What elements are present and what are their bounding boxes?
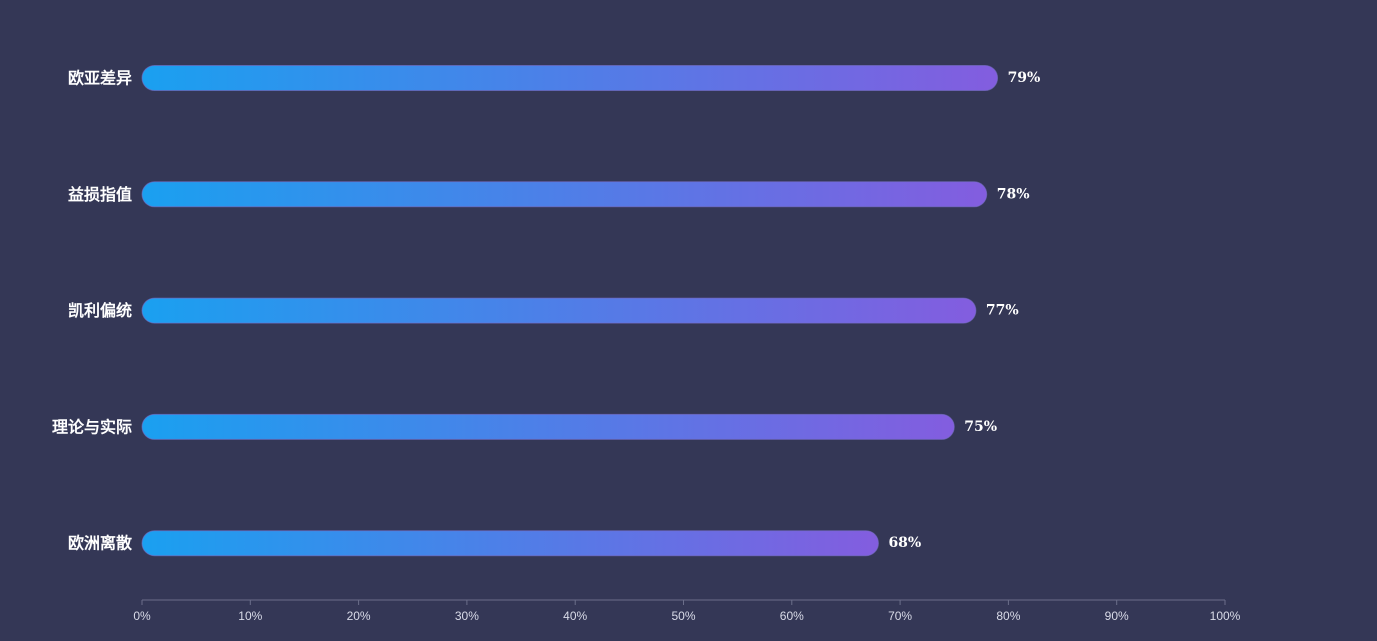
x-tick-label: 20% bbox=[347, 609, 371, 623]
x-tick-label: 80% bbox=[996, 609, 1020, 623]
bar-row: 欧亚差异 79% bbox=[68, 65, 1041, 91]
category-label: 凯利偏统 bbox=[68, 301, 132, 320]
x-tick-label: 100% bbox=[1210, 609, 1241, 623]
bars-layer: 欧亚差异 79% 益损指值 78% 凯利偏统 77% 理论与实际 75% 欧洲离散 68% bbox=[52, 65, 1041, 557]
bar bbox=[141, 65, 999, 91]
category-label: 欧亚差异 bbox=[68, 69, 132, 88]
x-tick-label: 30% bbox=[455, 609, 479, 623]
bar-row: 益损指值 78% bbox=[68, 181, 1030, 208]
x-tick-label: 70% bbox=[888, 609, 912, 623]
bar bbox=[141, 413, 955, 440]
x-tick-label: 60% bbox=[780, 609, 804, 623]
category-label: 理论与实际 bbox=[52, 417, 132, 436]
category-label: 益损指值 bbox=[68, 185, 132, 204]
bar bbox=[141, 181, 988, 208]
bar-row: 凯利偏统 77% bbox=[68, 297, 1019, 324]
bar-row: 欧洲离散 68% bbox=[68, 530, 921, 557]
category-label: 欧洲离散 bbox=[68, 534, 133, 553]
x-tick-label: 10% bbox=[238, 609, 262, 623]
bar bbox=[141, 530, 879, 557]
x-tick-label: 90% bbox=[1105, 609, 1129, 623]
bar bbox=[141, 297, 977, 324]
value-label: 68% bbox=[888, 535, 921, 551]
x-tick-label: 50% bbox=[671, 609, 695, 623]
value-label: 75% bbox=[964, 419, 997, 435]
bar-row: 理论与实际 75% bbox=[52, 413, 997, 440]
value-label: 79% bbox=[1008, 70, 1041, 86]
value-label: 78% bbox=[997, 186, 1030, 202]
x-tick-label: 0% bbox=[133, 609, 151, 623]
x-axis: 0% 10% 20% 30% 40% 50% 60% 70% 80% 90% 100% bbox=[133, 599, 1241, 623]
value-label: 77% bbox=[986, 303, 1019, 319]
x-tick-label: 40% bbox=[563, 609, 587, 623]
